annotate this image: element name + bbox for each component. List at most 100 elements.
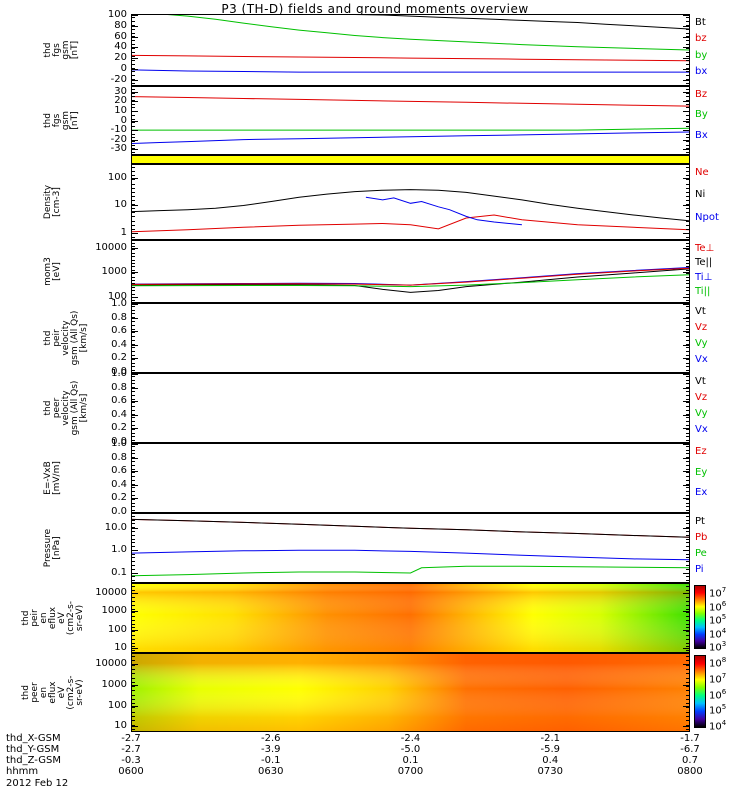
ytick-mark bbox=[683, 101, 690, 103]
ytick-minor bbox=[686, 332, 690, 334]
legend-peer-velocity-Vx: Vx bbox=[695, 423, 708, 435]
ytick-minor bbox=[686, 236, 690, 238]
x-tick-column-0700: -2.4 -5.0 0.1 0700 bbox=[381, 733, 441, 777]
plot-area-density bbox=[132, 189, 689, 233]
ytick-mark bbox=[131, 68, 138, 70]
ytick-minor bbox=[686, 183, 690, 185]
ytick-mark bbox=[131, 414, 138, 416]
ytick-minor bbox=[131, 358, 135, 360]
ytick-minor bbox=[686, 144, 690, 146]
ytick-peir-velocity-5: 0.0 bbox=[111, 366, 127, 377]
ytick-minor bbox=[131, 417, 135, 419]
ytick-minor bbox=[686, 313, 690, 315]
ytick-mark bbox=[131, 663, 138, 665]
ytick-minor bbox=[131, 728, 135, 730]
ytick-peir-spectrogram-0: 10000 bbox=[95, 586, 127, 598]
ytick-minor bbox=[686, 703, 690, 705]
ytick-minor bbox=[131, 572, 135, 574]
ytick-minor bbox=[686, 597, 690, 599]
legend-fgs-gsm-bt-by: by bbox=[695, 49, 708, 61]
ytick-mark bbox=[683, 178, 690, 180]
ytick-minor bbox=[131, 698, 135, 700]
ytick-minor bbox=[686, 317, 690, 319]
ytick-minor bbox=[686, 92, 690, 94]
ytick-minor bbox=[686, 32, 690, 34]
ytick-minor bbox=[686, 660, 690, 662]
ytick-minor bbox=[131, 650, 135, 652]
ytick-minor bbox=[131, 660, 135, 662]
ytick-minor bbox=[686, 370, 690, 372]
ytick-fgs-gsm-bt-1: 80 bbox=[114, 19, 127, 31]
ytick-minor bbox=[686, 487, 690, 489]
ytick-minor bbox=[131, 585, 135, 587]
series-Ti|| bbox=[132, 274, 689, 288]
ytick-minor bbox=[686, 59, 690, 61]
ytick-minor bbox=[131, 464, 135, 466]
ytick-minor bbox=[686, 259, 690, 261]
ytick-minor bbox=[686, 457, 690, 459]
colorbar-tick: 106 bbox=[709, 599, 727, 613]
ytick-minor bbox=[686, 290, 690, 292]
ytick-mark bbox=[683, 47, 690, 49]
ytick-minor bbox=[131, 324, 135, 326]
ytick-minor bbox=[686, 495, 690, 496]
ytick-minor bbox=[131, 483, 135, 485]
legend-temperature-Te⊥: Te⊥ bbox=[695, 243, 715, 254]
ytick-minor bbox=[686, 549, 690, 551]
ytick-minor bbox=[131, 502, 135, 504]
legend-peir-velocity-Vz: Vz bbox=[695, 321, 708, 333]
ytick-minor bbox=[131, 694, 135, 696]
ytick-pressure-1: 1.0 bbox=[111, 544, 127, 556]
ytick-minor bbox=[131, 266, 135, 268]
ytick-density-2: 1 bbox=[120, 226, 127, 238]
ytick-mark bbox=[131, 139, 138, 141]
ytick-minor bbox=[686, 88, 690, 90]
ytick-minor bbox=[686, 476, 690, 478]
ytick-minor bbox=[686, 527, 690, 529]
ytick-minor bbox=[131, 724, 135, 726]
ytick-minor bbox=[686, 453, 690, 455]
legend-peir-velocity-Vt: Vt bbox=[695, 306, 706, 317]
legend-fgs-gsm-bt-bx: bx bbox=[695, 66, 708, 78]
ytick-minor bbox=[131, 608, 135, 610]
ytick-minor bbox=[686, 409, 690, 411]
ytick-minor bbox=[686, 472, 690, 474]
ytick-minor bbox=[686, 362, 690, 364]
legend-fgs-gsm-components-Bx: Bx bbox=[695, 129, 708, 141]
ytick-minor bbox=[686, 224, 690, 226]
ytick-minor bbox=[131, 421, 135, 423]
x-tick-time: 0730 bbox=[537, 766, 563, 777]
ytick-minor bbox=[686, 650, 690, 652]
ytick-minor bbox=[686, 118, 690, 120]
ytick-minor bbox=[131, 293, 135, 295]
ytick-minor bbox=[686, 561, 690, 563]
ytick-peer-velocity-0: 1.0 bbox=[111, 368, 127, 379]
ytick-minor bbox=[686, 212, 690, 214]
series-Npot bbox=[365, 196, 522, 226]
ytick-mark bbox=[131, 442, 138, 443]
ytick-minor bbox=[686, 100, 690, 102]
ytick-mark bbox=[683, 248, 690, 250]
ytick-minor bbox=[131, 656, 135, 658]
ytick-peir-velocity-2: 0.6 bbox=[111, 325, 127, 337]
ytick-minor bbox=[131, 445, 135, 447]
ytick-minor bbox=[131, 479, 135, 481]
ytick-minor bbox=[686, 619, 690, 621]
ytick-minor bbox=[686, 366, 690, 368]
ytick-minor bbox=[131, 638, 135, 640]
ytick-minor bbox=[686, 195, 690, 197]
ytick-peer-velocity-3: 0.4 bbox=[111, 408, 127, 420]
ytick-minor bbox=[686, 498, 690, 500]
ytick-minor bbox=[686, 111, 690, 113]
ytick-minor bbox=[131, 88, 135, 90]
ytick-minor bbox=[686, 440, 690, 442]
ytick-temperature-1: 1000 bbox=[101, 266, 127, 278]
ytick-minor bbox=[131, 453, 135, 455]
ytick-minor bbox=[686, 28, 690, 30]
legend-density-Ni: Ni bbox=[695, 189, 706, 201]
ytick-minor bbox=[131, 283, 135, 285]
x-tick-z: -0.3 bbox=[121, 755, 141, 766]
ytick-minor bbox=[686, 707, 690, 709]
ytick-minor bbox=[686, 51, 690, 53]
ytick-minor bbox=[686, 506, 690, 508]
